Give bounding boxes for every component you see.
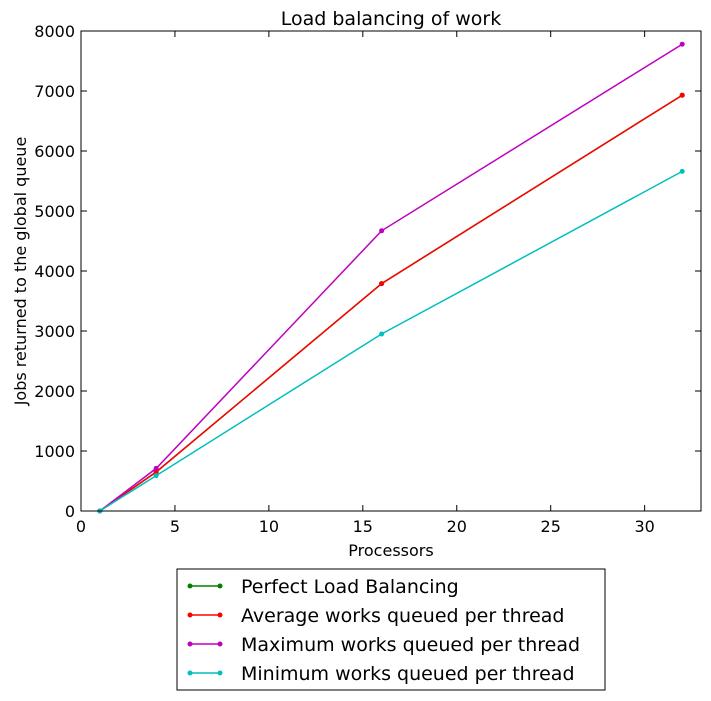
y-tick-label: 8000 bbox=[34, 22, 75, 41]
x-tick-label: 30 bbox=[634, 517, 654, 536]
data-point bbox=[679, 41, 685, 47]
legend-marker bbox=[217, 641, 223, 647]
series-line bbox=[99, 94, 683, 512]
chart-title: Load balancing of work bbox=[281, 8, 502, 30]
legend-marker bbox=[187, 670, 193, 676]
y-tick-label: 3000 bbox=[34, 322, 75, 341]
y-tick-label: 6000 bbox=[34, 142, 75, 161]
y-tick-label: 4000 bbox=[34, 262, 75, 281]
y-tick-label: 7000 bbox=[34, 82, 75, 101]
legend-marker bbox=[217, 670, 223, 676]
data-point bbox=[679, 92, 685, 98]
data-point bbox=[379, 331, 385, 337]
data-point bbox=[379, 228, 385, 234]
x-tick-label: 0 bbox=[76, 517, 86, 536]
legend-marker bbox=[187, 641, 193, 647]
y-axis-label: Jobs returned to the global queue bbox=[11, 137, 30, 407]
x-tick-label: 15 bbox=[353, 517, 373, 536]
legend-marker bbox=[217, 612, 223, 618]
y-tick-label: 0 bbox=[65, 502, 75, 521]
legend-label: Average works queued per thread bbox=[241, 605, 564, 627]
data-point bbox=[153, 465, 159, 471]
y-tick-label: 5000 bbox=[34, 202, 75, 221]
legend-label: Minimum works queued per thread bbox=[241, 663, 575, 685]
x-tick-label: 20 bbox=[447, 517, 467, 536]
legend-marker bbox=[187, 583, 193, 589]
x-tick-label: 5 bbox=[170, 517, 180, 536]
x-tick-label: 10 bbox=[259, 517, 279, 536]
x-tick-label: 25 bbox=[541, 517, 561, 536]
legend-marker bbox=[217, 583, 223, 589]
y-tick-label: 1000 bbox=[34, 442, 75, 461]
series-line bbox=[99, 170, 683, 512]
plot-frame bbox=[80, 30, 702, 512]
series-group bbox=[97, 41, 685, 514]
legend-label: Maximum works queued per thread bbox=[241, 634, 580, 656]
x-axis-label: Processors bbox=[348, 541, 433, 560]
data-point bbox=[679, 168, 685, 174]
data-point bbox=[379, 281, 385, 287]
data-point bbox=[153, 473, 159, 479]
legend: Perfect Load Balancing Average works que… bbox=[176, 568, 606, 691]
series-line bbox=[99, 43, 683, 512]
y-tick-label: 2000 bbox=[34, 382, 75, 401]
data-point bbox=[153, 469, 159, 475]
legend-marker bbox=[187, 612, 193, 618]
legend-frame bbox=[176, 568, 606, 691]
axis-ticks: 0 5 10 15 20 25 30 0 1000 2000 3000 4000 5000 6000 700… bbox=[34, 22, 701, 536]
legend-label: Perfect Load Balancing bbox=[241, 576, 459, 598]
